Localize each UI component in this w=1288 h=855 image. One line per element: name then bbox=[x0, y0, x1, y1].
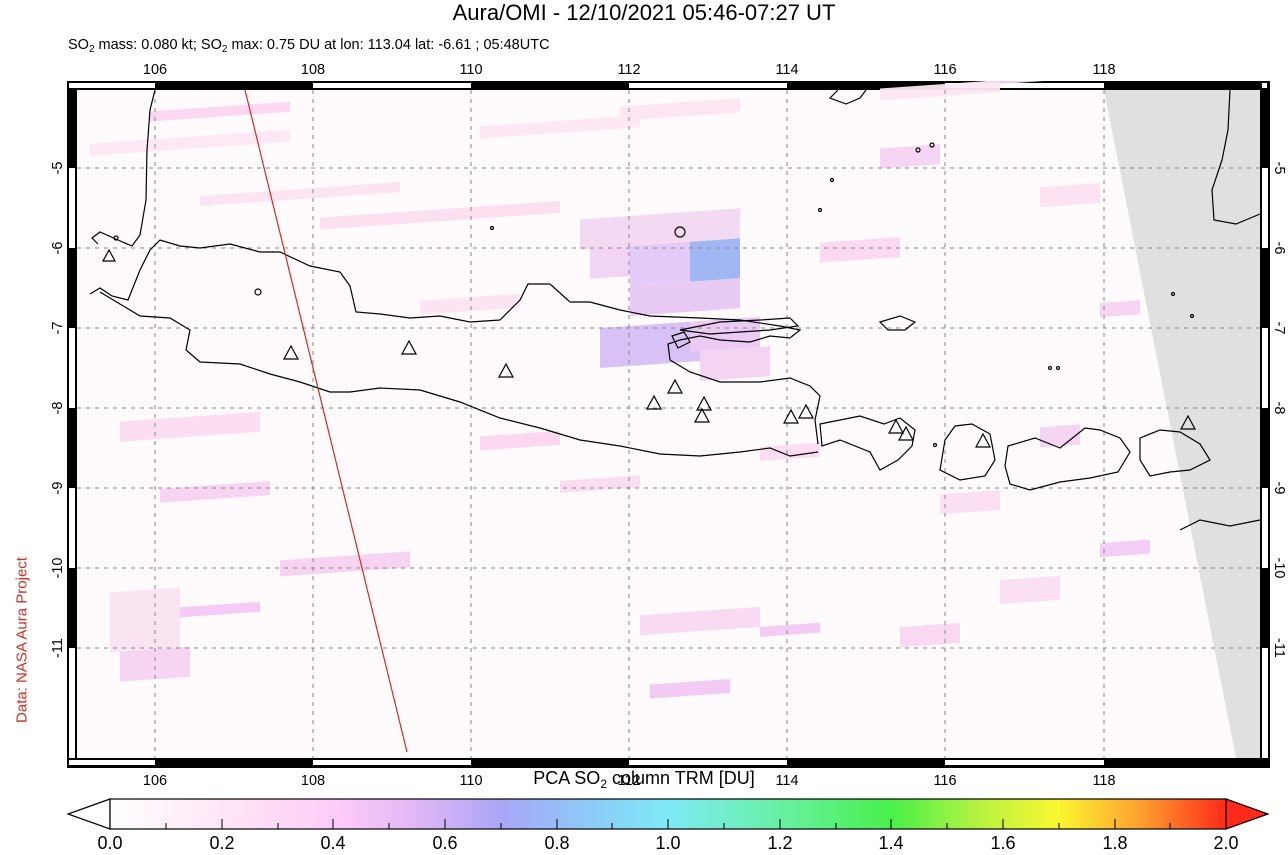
lat-label: -11 bbox=[1271, 638, 1287, 658]
lon-label: 108 bbox=[300, 62, 326, 78]
volcano-icon bbox=[695, 395, 713, 411]
volcano-icon bbox=[497, 362, 515, 378]
lon-label: 118 bbox=[1092, 62, 1116, 78]
lon-label: 106 bbox=[142, 773, 168, 789]
map-title: Aura/OMI - 12/10/2021 05:46-07:27 UT bbox=[452, 0, 836, 25]
volcano-icon bbox=[101, 248, 117, 262]
colorbar-label: 0.6 bbox=[432, 833, 458, 853]
colorbar-max-arrow bbox=[1225, 798, 1270, 830]
volcano-icon bbox=[282, 344, 300, 360]
lon-label: 108 bbox=[300, 773, 326, 789]
colorbar-label: 0.2 bbox=[209, 833, 235, 853]
data-credit: Data: NASA Aura Project bbox=[13, 557, 31, 723]
no-data-region bbox=[1104, 90, 1260, 758]
colorbar bbox=[66, 798, 1270, 830]
colorbar-label: 1.2 bbox=[767, 833, 793, 853]
lat-label: -9 bbox=[50, 481, 66, 495]
lat-label: -10 bbox=[50, 557, 66, 579]
colorbar-min-arrow bbox=[66, 798, 111, 830]
volcano-icon bbox=[645, 394, 663, 410]
lat-label: -6 bbox=[1271, 241, 1287, 255]
map-svg bbox=[67, 81, 1270, 768]
lon-label: 114 bbox=[775, 62, 799, 78]
lon-label: 114 bbox=[775, 773, 799, 789]
colorbar-label: 2.0 bbox=[1213, 833, 1239, 853]
colorbar-label: 0.0 bbox=[97, 833, 123, 853]
volcano-icon bbox=[400, 339, 418, 355]
map-panel[interactable] bbox=[67, 81, 1270, 768]
lat-label: -9 bbox=[1271, 481, 1287, 495]
lat-label: -7 bbox=[50, 321, 66, 335]
volcano-icon bbox=[693, 407, 711, 423]
volcano-icon bbox=[897, 425, 915, 441]
colorbar-label: 1.6 bbox=[990, 833, 1016, 853]
volcano-icon bbox=[887, 418, 905, 434]
colorbar-label: 0.8 bbox=[544, 833, 570, 853]
lat-label: -8 bbox=[1271, 401, 1287, 415]
lon-label: 110 bbox=[459, 773, 483, 789]
graticule bbox=[77, 90, 1260, 758]
lon-label: 116 bbox=[933, 773, 957, 789]
volcano-icon bbox=[1179, 414, 1197, 430]
lon-label: 112 bbox=[617, 773, 641, 789]
lat-label: -7 bbox=[1271, 321, 1287, 335]
lat-label: -6 bbox=[50, 241, 66, 255]
volcano-icon bbox=[782, 408, 800, 424]
map-subtitle: SO2 mass: 0.080 kt; SO2 max: 0.75 DU at … bbox=[68, 37, 550, 55]
lon-label: 116 bbox=[933, 62, 957, 78]
colorbar-title: PCA SO2 column TRM [DU] bbox=[533, 768, 755, 791]
lon-label: 112 bbox=[617, 62, 641, 78]
lat-label: -5 bbox=[50, 161, 66, 175]
coastlines bbox=[89, 89, 1261, 531]
colorbar-label: 0.4 bbox=[320, 833, 346, 853]
colorbar-label: 1.8 bbox=[1102, 833, 1128, 853]
so2-pixels bbox=[90, 81, 1150, 699]
volcano-markers bbox=[101, 248, 1197, 448]
lon-label: 110 bbox=[459, 62, 483, 78]
lat-label: -8 bbox=[50, 401, 66, 415]
volcano-icon bbox=[974, 432, 992, 448]
lat-label: -11 bbox=[50, 638, 66, 658]
lon-label: 106 bbox=[142, 62, 168, 78]
frame-scale-bars bbox=[69, 83, 1268, 765]
lat-label: -10 bbox=[1271, 557, 1287, 579]
colorbar-label: 1.4 bbox=[878, 833, 904, 853]
orbit-track-line bbox=[244, 89, 408, 753]
lon-label: 118 bbox=[1092, 773, 1116, 789]
volcano-icon bbox=[666, 378, 684, 394]
colorbar-label: 1.0 bbox=[655, 833, 681, 853]
lat-label: -5 bbox=[1271, 161, 1287, 175]
volcano-icon bbox=[797, 403, 815, 419]
